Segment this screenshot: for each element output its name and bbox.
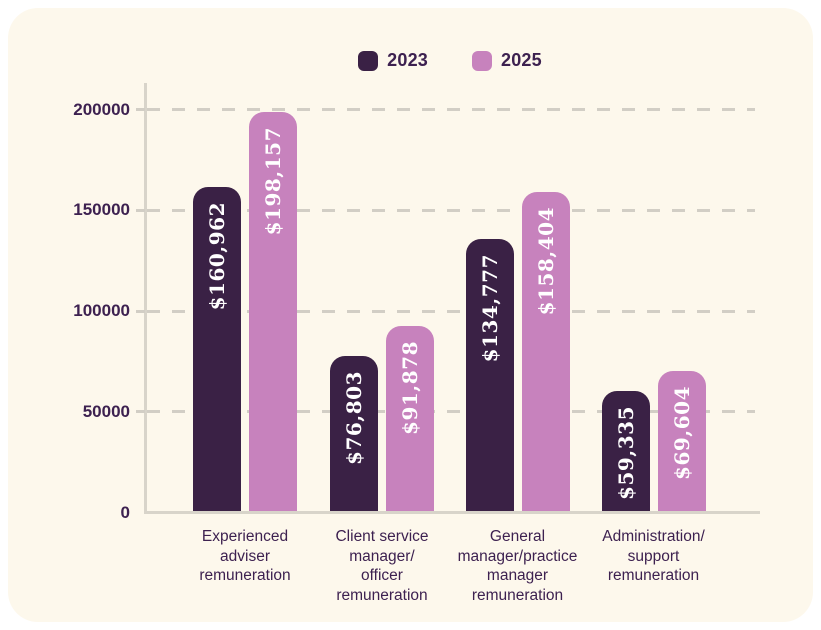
bar-value-label: $76,803 [342,371,366,465]
x-axis-category-label: General manager/practice manager remuner… [457,528,578,604]
x-axis-category-label: Administration/ support remuneration [602,528,705,584]
bar-value-label: $160,962 [205,202,229,311]
y-axis-tick [136,108,145,111]
y-axis-tick-label: 200000 [73,99,130,119]
y-axis-tick-label: 100000 [73,301,130,320]
bar-value-label: $69,604 [669,386,694,480]
gridline [147,208,755,212]
legend-label-2025: 2025 [501,50,542,70]
y-axis-tick [136,410,145,414]
bar-2025-category-2: $91,878 [386,326,434,511]
legend-item-2023: 2023 [358,50,428,71]
bar-2023-category-2: $76,803 [330,356,378,511]
x-axis-category-label: Client service manager/ officer remunera… [335,528,429,604]
legend-item-2025: 2025 [472,50,542,71]
legend-swatch-2025 [472,50,492,71]
bar-value-label: $198,157 [261,127,285,236]
y-axis-tick-label: 150000 [73,200,130,220]
bar-2023-category-4: $59,335 [601,391,650,511]
x-axis-category-label: Experienced adviser remuneration [199,528,291,584]
y-axis-tick [136,208,145,212]
y-axis-tick-label: 0 [120,502,130,522]
bar-value-label: $91,878 [398,341,422,435]
bar-value-label: $134,777 [477,254,502,363]
legend-swatch-2023 [358,50,379,71]
y-axis-line [144,83,147,514]
legend: 2023 2025 [145,50,755,71]
x-axis-baseline [144,511,760,514]
y-axis-tick-label: 50000 [82,401,130,421]
bar-2023-category-3: $134,777 [465,239,514,511]
bar-2023-category-1: $160,962 [193,187,241,511]
bar-value-label: $59,335 [613,406,638,500]
gridline [147,108,755,111]
bar-2025-category-1: $198,157 [249,112,297,511]
gridline [147,309,755,313]
legend-label-2023: 2023 [387,50,428,70]
y-axis-tick [136,309,145,313]
gridline [147,410,755,414]
bar-2025-category-3: $158,404 [521,192,570,511]
bar-value-label: $158,404 [533,207,558,316]
chart-card: 2023 2025 0 50000 100000 150000 200000 $160,… [8,8,813,622]
bar-2025-category-4: $69,604 [657,371,706,511]
